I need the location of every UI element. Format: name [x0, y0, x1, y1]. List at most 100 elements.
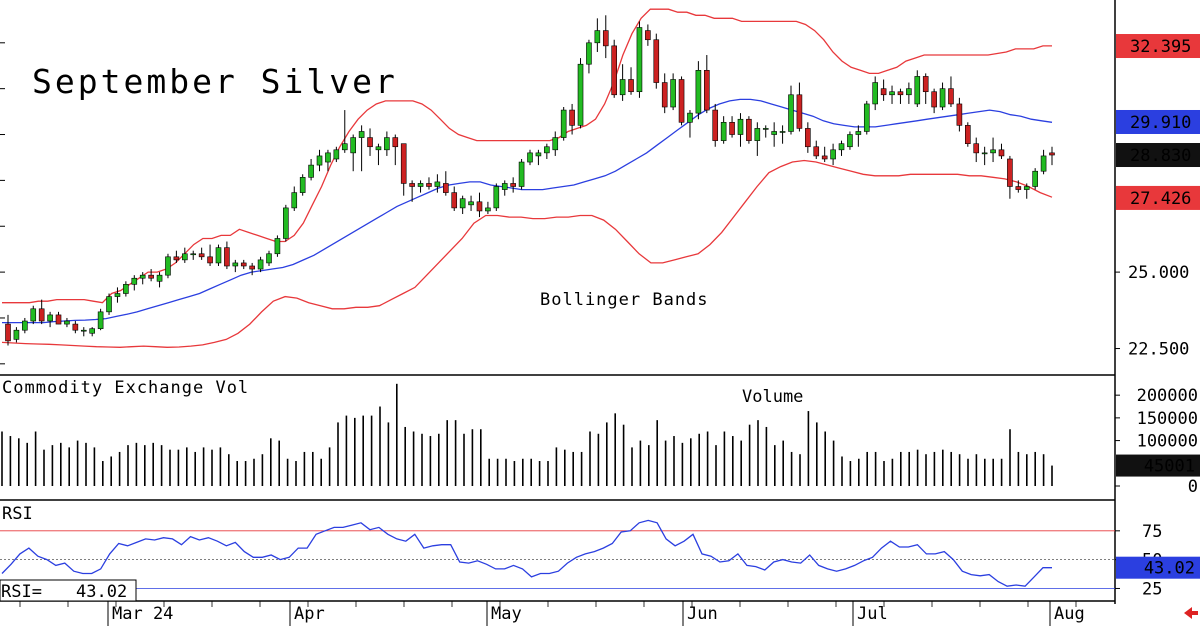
candle [476, 192, 483, 218]
candle [712, 103, 719, 147]
candle [863, 100, 870, 135]
price-tick-label: 22.500 [1128, 340, 1189, 360]
candle [981, 146, 988, 166]
candle [47, 311, 53, 328]
candle-body [821, 155, 828, 160]
scroll-right-arrow-icon[interactable] [1184, 607, 1198, 619]
candle [914, 70, 921, 108]
candle [55, 311, 62, 325]
candle-body [1007, 158, 1013, 187]
candle [720, 116, 727, 144]
candle-body [661, 82, 668, 108]
candle [880, 79, 887, 101]
candle-body [602, 30, 609, 47]
candle [417, 180, 424, 193]
candle [973, 137, 980, 163]
price-highlight-box [1116, 185, 1200, 210]
candle [779, 125, 786, 144]
candle [257, 256, 264, 273]
candle [906, 82, 912, 104]
candle [965, 122, 971, 147]
volume-axis-ticks: 0 100000 150000 200000 45001 [1115, 386, 1200, 497]
candle-body [973, 143, 980, 154]
candle-body [114, 293, 121, 297]
candle-body [687, 112, 693, 123]
candle [872, 76, 878, 111]
candle-body [863, 103, 870, 132]
candle-body [906, 88, 912, 96]
candle-body [594, 30, 601, 44]
candle-body [872, 82, 878, 105]
rsi-readout-value: 43.02 [76, 582, 127, 602]
price-highlight-text: 32.395 [1130, 37, 1191, 57]
candle-body [855, 131, 862, 135]
candle [939, 82, 946, 111]
candle-body [38, 308, 45, 322]
candle [830, 143, 836, 166]
candle [72, 321, 79, 334]
candle-body [889, 91, 895, 96]
candle-body [695, 70, 702, 114]
candle [224, 241, 230, 270]
candle-body [249, 265, 255, 270]
price-highlight-text: 27.426 [1130, 189, 1191, 209]
candle-body [274, 238, 281, 255]
candle-body [569, 109, 575, 126]
candle [535, 149, 542, 166]
candle [139, 272, 146, 285]
x-axis-ticks: Mar 24 Apr May Jun Jul Aug [19, 601, 1085, 626]
candle [156, 272, 163, 288]
candle-body [1015, 186, 1022, 190]
candle-body [139, 274, 146, 279]
candle-body [939, 88, 946, 108]
candle-body [240, 262, 247, 267]
candle [468, 195, 474, 211]
candle [855, 125, 862, 147]
candle [240, 259, 247, 270]
x-tick-label: Aug [1054, 604, 1085, 624]
candle-body [55, 314, 62, 325]
candle [358, 125, 365, 172]
candle-body [611, 45, 617, 96]
candle-body [813, 146, 820, 157]
candle-body [325, 152, 331, 163]
candle-body [207, 256, 213, 264]
candle [687, 110, 693, 138]
candle-body [80, 329, 87, 332]
candle [434, 174, 441, 193]
candle-body [535, 152, 542, 157]
candle [274, 235, 281, 257]
candle-body [518, 161, 525, 187]
candle-body [779, 131, 786, 133]
candle [746, 116, 752, 144]
rsi-readout-label: RSI= [1, 582, 42, 602]
candle [737, 113, 744, 147]
candle-body [678, 79, 685, 123]
candle-body [358, 131, 365, 138]
candle [1049, 146, 1055, 166]
candle-body [720, 121, 727, 141]
x-tick-label: Jun [687, 604, 718, 624]
candle [22, 317, 28, 334]
candle [611, 39, 617, 98]
candle [501, 180, 508, 196]
candle [670, 73, 676, 111]
candle-body [316, 155, 323, 166]
candle-body [443, 183, 449, 193]
candle [897, 88, 904, 104]
candle [990, 137, 996, 163]
candle-body [165, 256, 171, 276]
candle [5, 314, 11, 346]
candle [485, 201, 491, 215]
candle [426, 177, 432, 190]
candle-body [257, 259, 264, 270]
candle [678, 76, 685, 126]
candle [30, 305, 37, 325]
candle-body [510, 183, 516, 187]
candle-body [299, 177, 306, 193]
candle [299, 174, 306, 196]
candle-body [341, 143, 348, 151]
candle [392, 134, 399, 166]
candle [375, 143, 382, 166]
bollinger-bands [1, 8, 1053, 348]
